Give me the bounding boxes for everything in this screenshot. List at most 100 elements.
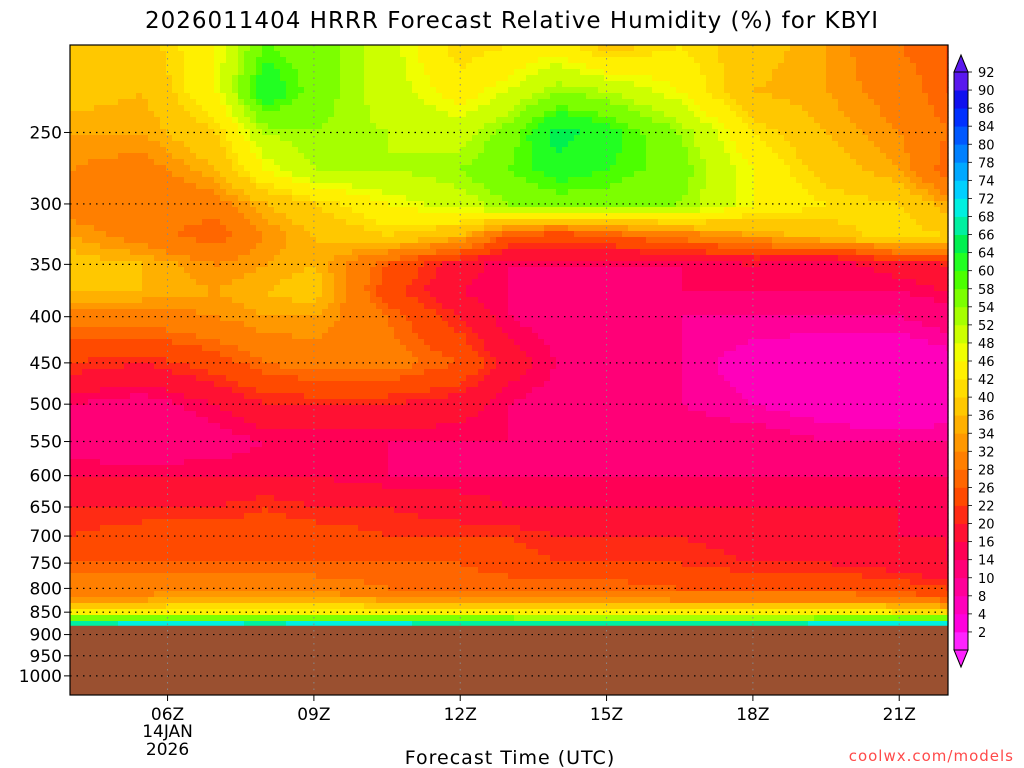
rh-cell (406, 219, 413, 226)
rh-cell (760, 189, 767, 196)
rh-cell (472, 105, 479, 112)
rh-cell (748, 147, 755, 154)
rh-cell (262, 69, 269, 76)
rh-cell (706, 69, 713, 76)
rh-cell (616, 117, 623, 124)
rh-cell (598, 141, 605, 148)
rh-cell (154, 207, 161, 214)
rh-cell (160, 141, 167, 148)
rh-cell (706, 129, 713, 136)
rh-cell (664, 159, 671, 166)
rh-cell (148, 93, 155, 100)
rh-cell (832, 105, 839, 112)
rh-cell (268, 129, 275, 136)
rh-cell (208, 147, 215, 154)
rh-cell (460, 69, 467, 76)
rh-cell (472, 141, 479, 148)
rh-cell (304, 177, 311, 184)
rh-cell (736, 237, 743, 244)
rh-cell (556, 195, 563, 202)
rh-cell (598, 69, 605, 76)
rh-cell (556, 219, 563, 226)
rh-cell (382, 153, 389, 160)
rh-cell (676, 225, 683, 232)
rh-cell (178, 135, 185, 142)
rh-cell (364, 45, 371, 52)
rh-cell (676, 147, 683, 154)
rh-cell (688, 153, 695, 160)
rh-cell (394, 183, 401, 190)
rh-cell (718, 99, 725, 106)
rh-cell (358, 81, 365, 88)
rh-cell (676, 45, 683, 52)
rh-cell (544, 237, 551, 244)
rh-cell (820, 207, 827, 214)
rh-cell (472, 75, 479, 82)
rh-cell (838, 243, 845, 250)
rh-cell (160, 57, 167, 64)
rh-cell (736, 51, 743, 58)
rh-cell (454, 99, 461, 106)
rh-cell (754, 129, 761, 136)
rh-cell (544, 225, 551, 232)
rh-cell (706, 51, 713, 58)
rh-cell (322, 219, 329, 226)
rh-cell (136, 177, 143, 184)
rh-cell (838, 123, 845, 130)
rh-cell (508, 123, 515, 130)
rh-cell (184, 189, 191, 196)
rh-cell (136, 123, 143, 130)
rh-cell (688, 45, 695, 52)
rh-cell (616, 153, 623, 160)
rh-cell (580, 159, 587, 166)
rh-cell (850, 183, 857, 190)
rh-cell (538, 51, 545, 58)
rh-cell (484, 99, 491, 106)
rh-cell (436, 153, 443, 160)
rh-cell (538, 189, 545, 196)
rh-cell (340, 219, 347, 226)
rh-cell (382, 75, 389, 82)
rh-cell (352, 87, 359, 94)
rh-cell (118, 93, 125, 100)
rh-cell (436, 189, 443, 196)
rh-cell (124, 99, 131, 106)
rh-cell (574, 63, 581, 70)
rh-cell (742, 195, 749, 202)
rh-cell (424, 153, 431, 160)
rh-cell (310, 231, 317, 238)
rh-cell (910, 237, 917, 244)
rh-cell (454, 75, 461, 82)
rh-cell (598, 207, 605, 214)
rh-cell (886, 147, 893, 154)
rh-cell (898, 81, 905, 88)
rh-cell (226, 75, 233, 82)
rh-cell (298, 63, 305, 70)
rh-cell (628, 111, 635, 118)
rh-cell (304, 195, 311, 202)
rh-cell (514, 189, 521, 196)
rh-cell (88, 63, 95, 70)
rh-cell (916, 105, 923, 112)
rh-cell (934, 243, 941, 250)
rh-cell (484, 51, 491, 58)
rh-cell (358, 63, 365, 70)
rh-cell (910, 87, 917, 94)
rh-cell (436, 159, 443, 166)
rh-cell (520, 243, 527, 250)
rh-cell (838, 207, 845, 214)
rh-cell (136, 147, 143, 154)
rh-cell (742, 153, 749, 160)
rh-cell (826, 213, 833, 220)
rh-cell (148, 111, 155, 118)
rh-cell (922, 57, 929, 64)
rh-cell (334, 99, 341, 106)
rh-cell (190, 147, 197, 154)
rh-cell (892, 123, 899, 130)
rh-cell (100, 99, 107, 106)
rh-cell (160, 195, 167, 202)
rh-cell (730, 141, 737, 148)
rh-cell (796, 243, 803, 250)
rh-cell (100, 183, 107, 190)
rh-cell (550, 147, 557, 154)
